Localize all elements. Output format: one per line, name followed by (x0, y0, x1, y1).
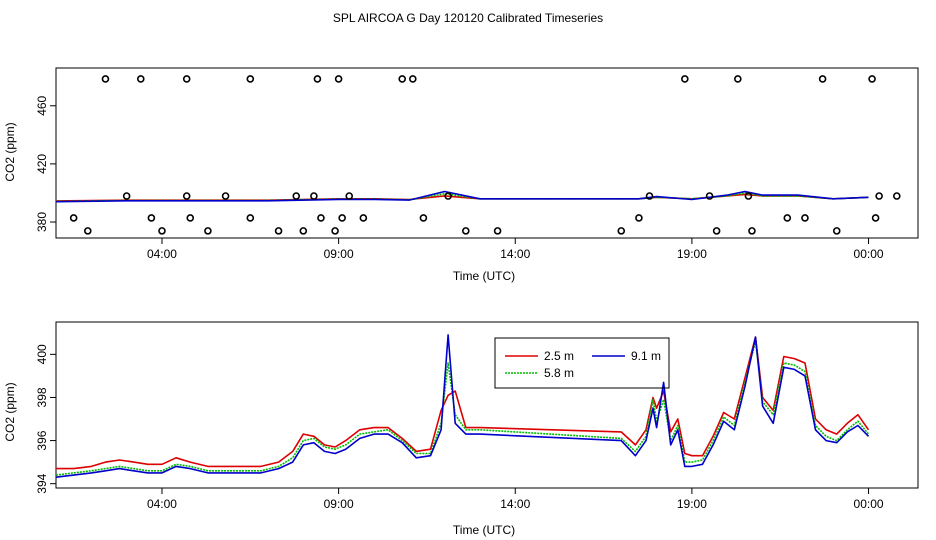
flagged-point (186, 214, 195, 222)
upper-y-axis-title: CO2 (ppm) (3, 122, 17, 181)
flagged-point (617, 227, 626, 235)
flagged-point (419, 214, 428, 222)
flagged-point (645, 192, 654, 200)
lower-y-tick-label: 398 (35, 387, 49, 407)
flagged-point (359, 214, 368, 222)
flagged-point (875, 192, 883, 200)
lower-x-tick-label: 09:00 (324, 497, 354, 511)
upper-x-tick-label: 09:00 (324, 247, 354, 261)
flagged-point (744, 192, 753, 200)
legend-label-9-1m: 9.1 m (631, 349, 661, 363)
flagged-point (136, 75, 145, 83)
flagged-point (182, 75, 191, 83)
flagged-point (705, 192, 714, 200)
flagged-point (783, 214, 792, 222)
flagged-point (334, 75, 343, 83)
lower-x-tick-label: 19:00 (677, 497, 707, 511)
flagged-point (182, 192, 191, 200)
lower-x-tick-label: 00:00 (854, 497, 884, 511)
chart-title: SPL AIRCOA G Day 120120 Calibrated Times… (333, 11, 603, 25)
flagged-point (204, 227, 212, 235)
lower-x-axis: 04:00 09:00 14:00 19:00 00:00 (147, 488, 884, 511)
lower-series-line-s25 (56, 336, 870, 470)
flagged-point (101, 75, 110, 83)
upper-x-axis: 04:00 09:00 14:00 19:00 00:00 (147, 238, 884, 261)
flagged-point (274, 227, 283, 235)
flagged-point (712, 227, 721, 235)
flagged-point (893, 192, 901, 200)
flagged-point (681, 75, 689, 83)
lower-series-line-s58 (55, 340, 870, 476)
flagged-point (313, 75, 322, 83)
lower-x-axis-title: Time (UTC) (453, 523, 515, 537)
flagged-point (147, 214, 156, 222)
lower-y-axis-title: CO2 (ppm) (3, 382, 17, 441)
flagged-point (83, 227, 92, 235)
lower-panel: 04:00 09:00 14:00 19:00 00:00 394 396 398 400 T… (3, 321, 919, 537)
flagged-point (338, 214, 346, 222)
flagged-point (635, 214, 643, 222)
upper-x-tick-label: 00:00 (854, 247, 884, 261)
upper-x-tick-label: 04:00 (147, 247, 177, 261)
lower-y-tick-label: 400 (35, 344, 49, 364)
flagged-point (748, 227, 756, 235)
upper-series-group (55, 190, 869, 203)
upper-panel: 04:00 09:00 14:00 19:00 00:00 380 420 460 Time… (3, 67, 919, 283)
flagged-point (246, 75, 255, 83)
upper-x-axis-title: Time (UTC) (453, 269, 515, 283)
flagged-point (122, 192, 131, 200)
upper-flagged-points (69, 75, 901, 235)
lower-y-tick-label: 394 (35, 473, 49, 493)
flagged-point (462, 227, 470, 235)
upper-x-tick-label: 14:00 (500, 247, 530, 261)
upper-y-axis: 380 420 460 (35, 95, 56, 232)
lower-y-axis: 394 396 398 400 (35, 344, 56, 494)
flagged-point (345, 192, 354, 200)
upper-y-tick-label: 380 (35, 212, 49, 232)
flagged-point (818, 75, 827, 83)
flagged-point (221, 192, 230, 200)
flagged-point (868, 75, 876, 83)
legend-label-5-8m: 5.8 m (544, 366, 574, 380)
flagged-point (69, 214, 78, 222)
legend-box (494, 337, 670, 389)
upper-y-tick-label: 460 (35, 95, 49, 115)
flagged-point (317, 214, 325, 222)
flagged-point (801, 214, 809, 222)
upper-plot-frame (55, 67, 919, 239)
lower-x-tick-label: 04:00 (147, 497, 177, 511)
flagged-point (398, 75, 407, 83)
flagged-point (734, 75, 742, 83)
flagged-point (331, 227, 339, 235)
flagged-point (246, 214, 255, 222)
flagged-point (832, 227, 841, 235)
legend: 2.5 m 9.1 m 5.8 m (494, 337, 670, 389)
lower-series-group (55, 334, 870, 478)
lower-plot-frame (55, 321, 919, 489)
flagged-point (493, 227, 502, 235)
upper-y-tick-label: 420 (35, 154, 49, 174)
flagged-point (871, 214, 880, 222)
upper-series-line-s91 (55, 190, 869, 203)
flagged-point (158, 227, 166, 235)
lower-series-line-s91 (55, 334, 870, 478)
flagged-point (310, 192, 318, 200)
flagged-point (299, 227, 308, 235)
flagged-point (292, 192, 301, 200)
lower-y-tick-label: 396 (35, 430, 49, 450)
flagged-point (409, 75, 417, 83)
lower-x-tick-label: 14:00 (500, 497, 530, 511)
flagged-point (444, 192, 452, 200)
upper-x-tick-label: 19:00 (677, 247, 707, 261)
legend-label-2-5m: 2.5 m (544, 349, 574, 363)
